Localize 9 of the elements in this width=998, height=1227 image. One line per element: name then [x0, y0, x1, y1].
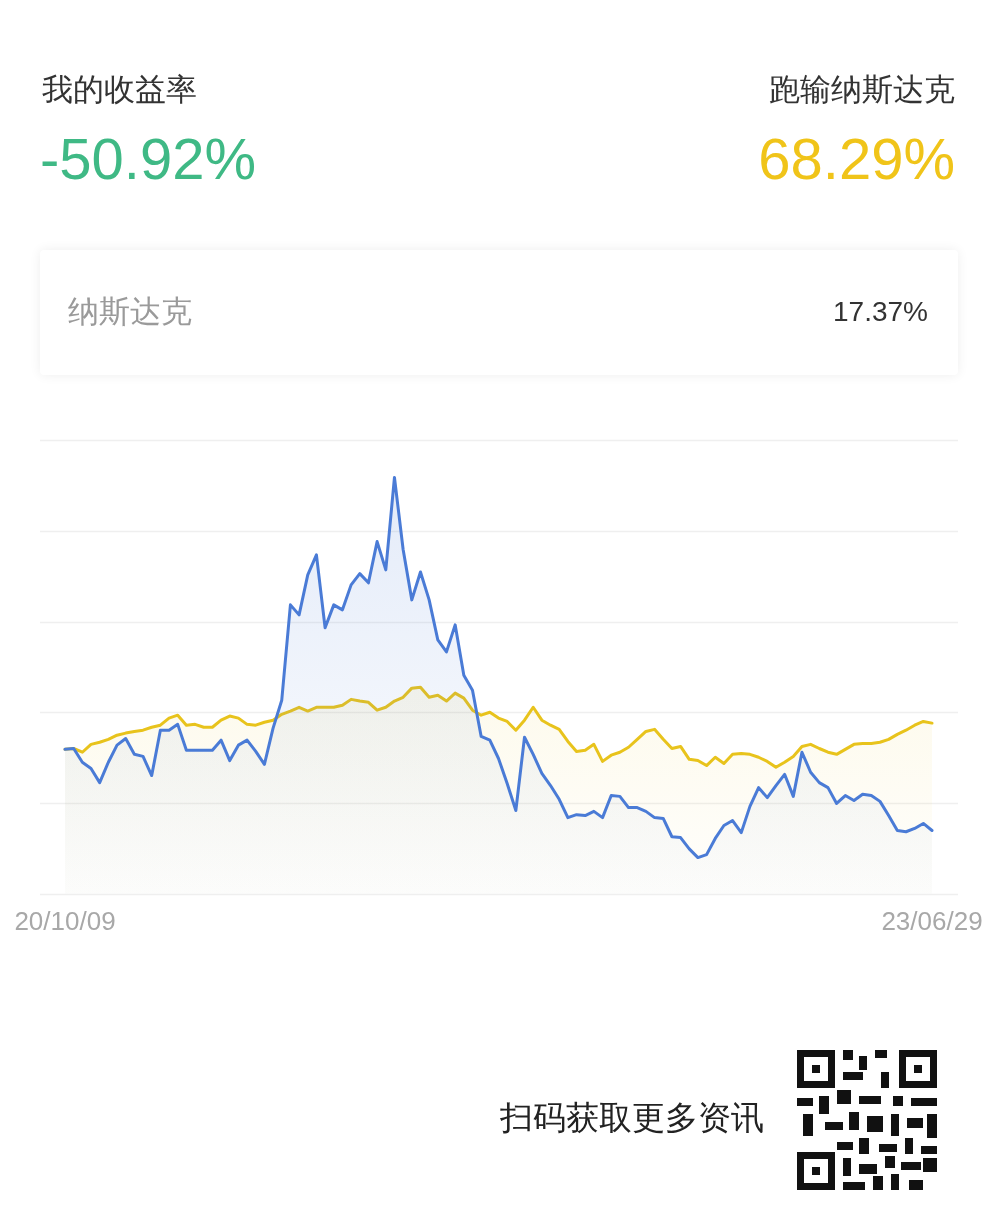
- text: 扫码获取更多资讯: [500, 1099, 764, 1136]
- text: -50.92%: [40, 126, 257, 191]
- text: 我的收益率: [42, 72, 197, 107]
- text: 17.37%: [833, 296, 928, 327]
- text: 68.29%: [758, 126, 955, 191]
- x-tick-label: 20/10/09: [14, 905, 116, 936]
- text: 跑输纳斯达克: [769, 72, 955, 107]
- x-tick-label: 23/06/29: [881, 905, 983, 936]
- text: 纳斯达克: [68, 294, 192, 329]
